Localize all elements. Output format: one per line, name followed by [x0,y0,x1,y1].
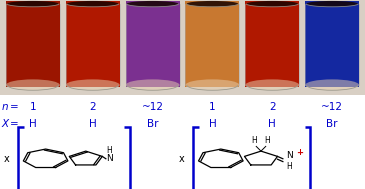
Bar [66,1,120,87]
Bar [245,1,299,87]
Text: N: N [106,154,113,163]
Text: H: H [107,146,112,155]
Ellipse shape [7,1,58,7]
Text: 1: 1 [30,102,36,112]
Text: x: x [3,154,9,164]
Text: =: = [10,102,19,112]
Ellipse shape [6,79,60,91]
Text: x: x [178,154,184,164]
Text: H: H [251,136,257,146]
Ellipse shape [245,79,299,91]
Text: n: n [2,102,8,112]
Ellipse shape [66,79,120,91]
Text: H: H [208,119,216,129]
Text: ~12: ~12 [321,102,343,112]
Bar [6,1,60,87]
Bar [305,1,359,87]
Text: H: H [268,119,276,129]
Ellipse shape [187,1,238,7]
Ellipse shape [307,1,358,7]
Text: +: + [296,148,303,157]
Ellipse shape [247,1,298,7]
Bar [0,0,365,94]
Text: X: X [2,119,9,129]
Ellipse shape [126,79,180,91]
Ellipse shape [305,79,359,91]
Ellipse shape [127,1,178,7]
Text: Br: Br [326,119,338,129]
Text: N: N [287,151,293,160]
Text: =: = [10,119,19,129]
Text: H: H [287,162,292,171]
Text: Br: Br [147,119,158,129]
Text: 2: 2 [89,102,96,112]
Bar [126,1,180,87]
Text: H: H [89,119,97,129]
Text: 2: 2 [269,102,276,112]
Text: 1: 1 [209,102,216,112]
Bar [185,1,239,87]
Text: H: H [265,136,270,146]
Ellipse shape [185,79,239,91]
Text: ~12: ~12 [142,102,164,112]
Ellipse shape [67,1,118,7]
Text: H: H [29,119,37,129]
